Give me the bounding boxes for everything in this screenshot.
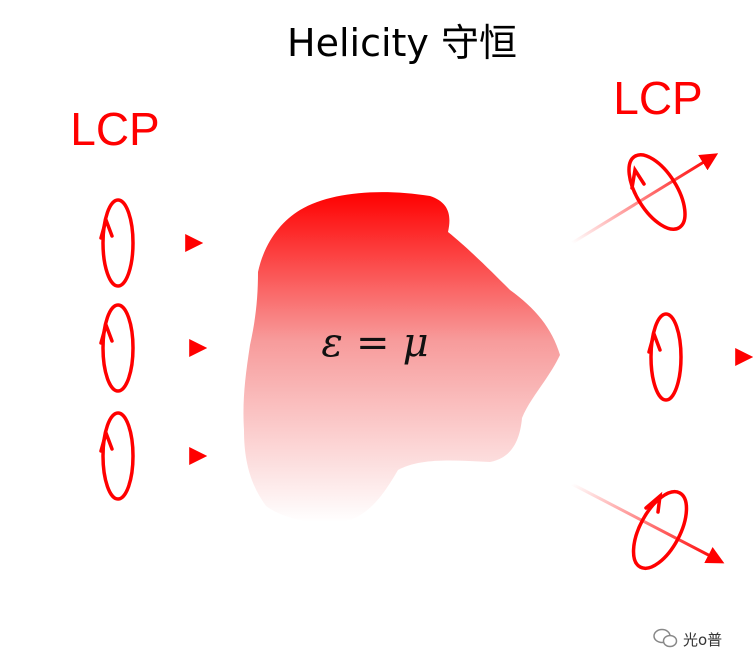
scattered-beam-forward bbox=[565, 312, 754, 402]
right-lcp-label: LCP bbox=[613, 72, 702, 124]
equals-sign: = bbox=[356, 320, 390, 366]
incident-beam-1 bbox=[0, 198, 204, 288]
equation: ε = μ bbox=[321, 320, 428, 366]
scattered-beam-down bbox=[571, 482, 725, 571]
mu-symbol: μ bbox=[403, 320, 429, 366]
left-lcp-label: LCP bbox=[70, 103, 159, 155]
watermark-text: 光o普 bbox=[683, 631, 722, 649]
watermark: 光o普 bbox=[653, 628, 722, 649]
scattered-beam-up bbox=[571, 153, 719, 245]
page-title: Helicity 守恒 bbox=[287, 21, 517, 65]
scatterer-blob bbox=[243, 192, 561, 523]
epsilon-symbol: ε bbox=[321, 320, 342, 366]
incident-beam-2 bbox=[0, 303, 208, 393]
wechat-icon bbox=[653, 628, 678, 648]
incident-beam-3 bbox=[0, 411, 208, 501]
